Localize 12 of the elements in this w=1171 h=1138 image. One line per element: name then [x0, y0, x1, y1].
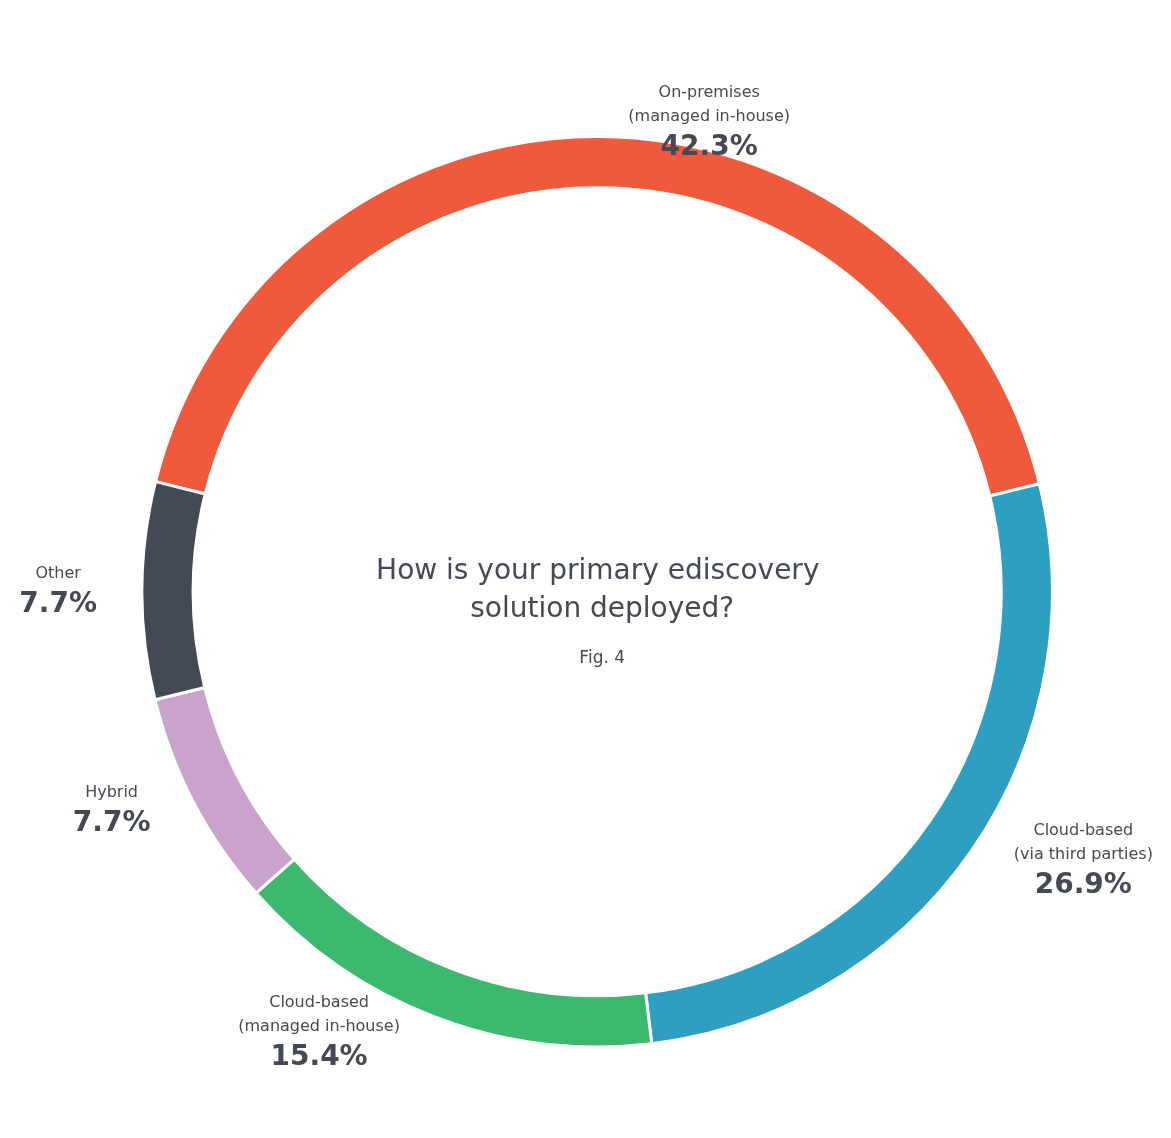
data-label: 42.3%	[660, 129, 758, 163]
slice-label: Cloud-based (managed in-house)	[238, 991, 400, 1035]
data-label: 15.4%	[270, 1038, 368, 1072]
data-label: 7.7%	[72, 804, 151, 838]
text: How is your primary ediscovery solution deployed?	[376, 552, 829, 624]
slice-label: Other	[35, 563, 82, 583]
data-label: 26.9%	[1034, 866, 1132, 900]
text: Fig. 4	[579, 646, 626, 667]
slice-label: On-premises (managed in-house)	[628, 82, 791, 126]
slice-label: Cloud-based (via third parties)	[1013, 819, 1153, 863]
slice-label: Hybrid	[85, 781, 139, 801]
data-label: 7.7%	[19, 586, 98, 620]
